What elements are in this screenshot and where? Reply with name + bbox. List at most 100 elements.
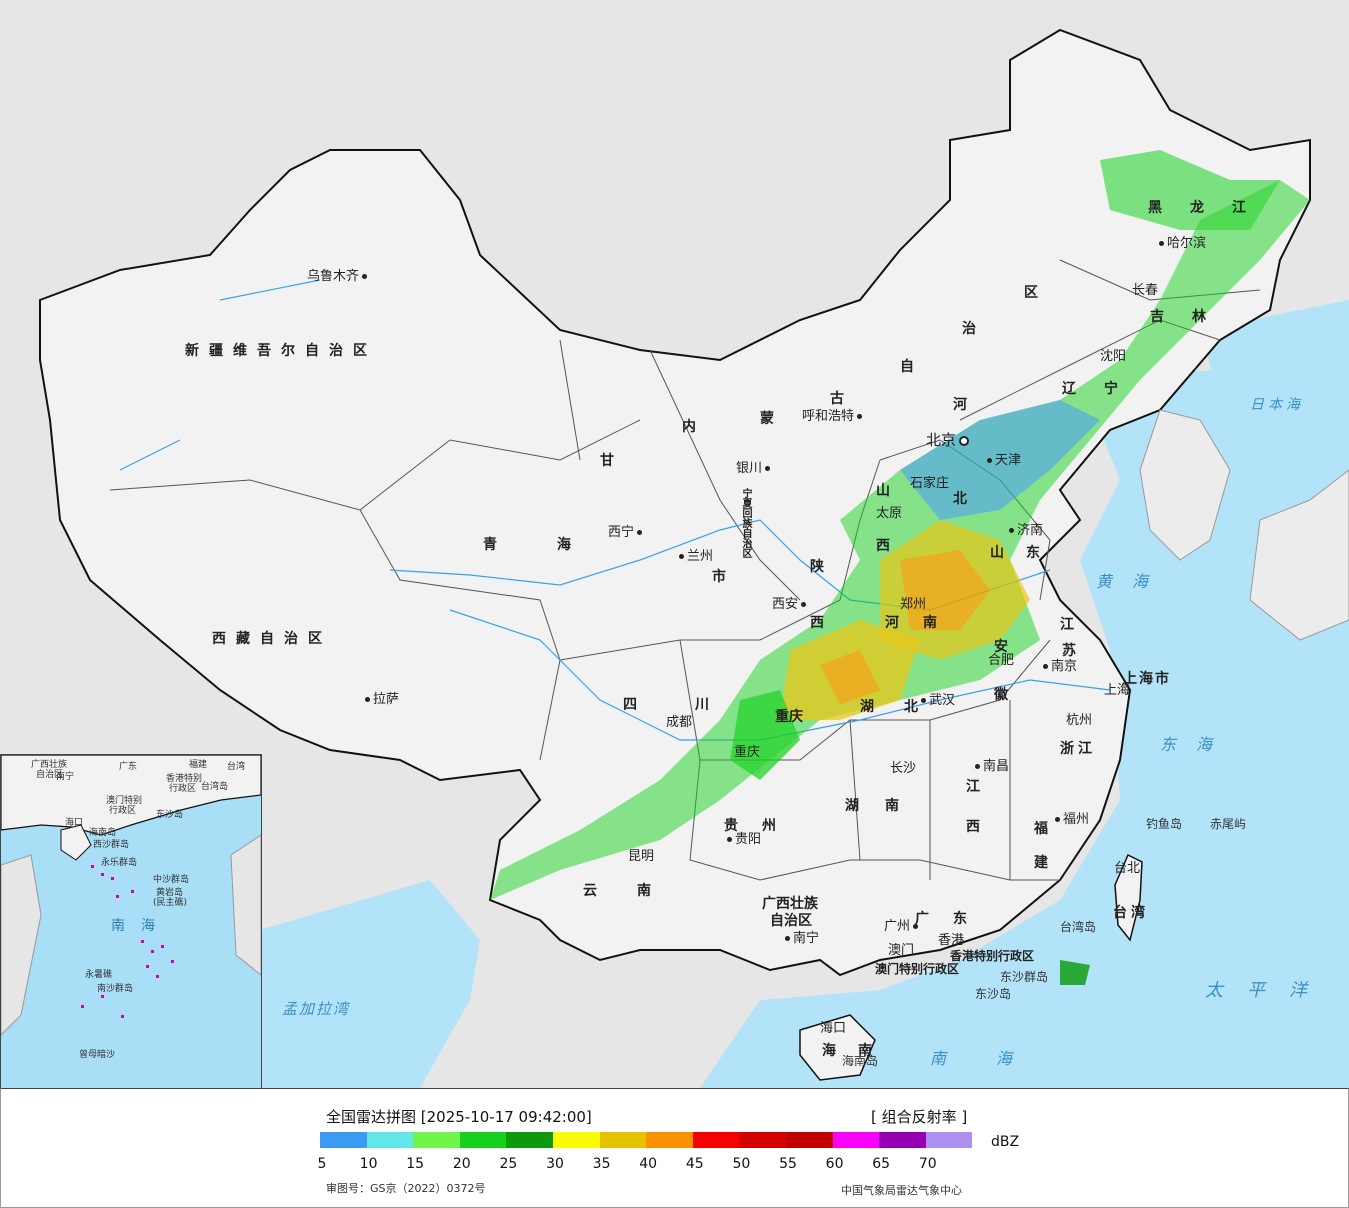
inset-label-hk-1: 香港特别 xyxy=(166,774,203,784)
sea-label-south: 南海 xyxy=(930,1049,1063,1068)
province-label-shanxi-1: 山 xyxy=(876,483,900,499)
province-label-neimenggu-5: 治 xyxy=(962,321,986,337)
city-nanning: 南宁 xyxy=(782,932,819,946)
province-label-hebei-1: 河 xyxy=(953,397,977,413)
province-label-macau: 澳门特别行政区 xyxy=(875,962,960,976)
province-label-fujian-2: 建 xyxy=(1034,855,1058,871)
city-macau: 澳门 xyxy=(888,943,915,958)
province-label-hongkong: 香港特别行政区 xyxy=(950,949,1035,963)
city-beijing: 北京 xyxy=(926,433,972,448)
province-label-shandong: 山东 xyxy=(990,545,1062,561)
province-label-xinjiang: 新疆维吾尔自治区 xyxy=(185,343,377,359)
city-shanghai: 上海 xyxy=(1104,683,1131,698)
inset-label-hainan: 海南岛 xyxy=(89,828,117,838)
city-chongqing: 重庆 xyxy=(734,745,761,760)
legend-tick-50: 50 xyxy=(732,1156,751,1172)
city-changsha: 长沙 xyxy=(890,761,917,776)
city-yinchuan: 银川 xyxy=(736,462,773,476)
hainan-island xyxy=(799,1014,876,1081)
city-tianjin: 天津 xyxy=(984,454,1021,468)
province-label-anhui-1: 安 xyxy=(994,639,1018,655)
city-jinan: 济南 xyxy=(1006,524,1043,538)
city-zhengzhou: 郑州 xyxy=(900,597,927,612)
province-label-shanxi-2: 西 xyxy=(876,538,900,554)
city-xian: 西安 xyxy=(772,598,809,612)
inset-label-yongshu: 永暑礁 xyxy=(85,970,113,980)
taiwan-island xyxy=(1114,853,1143,942)
legend-unit: dBZ xyxy=(991,1134,1020,1150)
inset-label-taiwan-island: 台湾岛 xyxy=(201,782,229,792)
inset-label-macau-2: 行政区 xyxy=(109,806,137,816)
legend-tick-15: 15 xyxy=(406,1156,425,1172)
legend-swatch-1 xyxy=(366,1132,414,1148)
inset-label-zizhiqu: 自治区 xyxy=(36,770,64,780)
legend-swatch-3 xyxy=(459,1132,507,1148)
inset-label-haikou: 海口 xyxy=(65,818,84,828)
province-label-shaanxi-1: 陕 xyxy=(810,559,834,575)
inset-label-yongle: 永乐群岛 xyxy=(101,858,138,868)
map-canvas xyxy=(39,28,1349,1088)
province-label-jiangsu-2: 苏 xyxy=(1062,643,1086,659)
province-label-hunan: 湖南 xyxy=(845,798,925,814)
legend-swatch-12 xyxy=(879,1132,926,1148)
legend-panel: 全国雷达拼图 [2025-10-17 09:42:00] [ 组合反射率 ] d… xyxy=(0,1088,1349,1208)
inset-label-guangxi: 广西壮族 xyxy=(31,760,68,770)
province-label-jiangsu-1: 江 xyxy=(1060,617,1084,633)
legend-tick-5: 5 xyxy=(317,1156,327,1172)
inset-label-taiwan: 台湾 xyxy=(227,762,246,772)
island-hainan: 海南岛 xyxy=(842,1054,879,1068)
city-kunming: 昆明 xyxy=(628,849,655,864)
province-label-guangxi-2: 自治区 xyxy=(770,913,812,929)
city-harbin: 哈尔滨 xyxy=(1156,237,1206,251)
island-dongsha: 东沙岛 xyxy=(975,987,1012,1001)
sea-label-yellow: 黄海 xyxy=(1096,572,1169,591)
city-hefei: 合肥 xyxy=(988,653,1015,668)
island-dongsha-group: 东沙群岛 xyxy=(1000,970,1049,984)
province-label-xizang: 西藏自治区 xyxy=(212,631,332,647)
legend-swatch-9 xyxy=(739,1132,786,1148)
province-label-guizhou: 贵州 xyxy=(724,818,800,834)
legend-tick-30: 30 xyxy=(546,1156,564,1172)
city-hohhot: 呼和浩特 xyxy=(802,410,865,424)
province-label-fujian-1: 福 xyxy=(1034,821,1058,837)
legend-swatch-11 xyxy=(832,1132,880,1148)
province-label-taiwan: 台湾 xyxy=(1113,905,1149,921)
legend-title: 全国雷达拼图 [2025-10-17 09:42:00] xyxy=(326,1108,592,1126)
legend-tick-70: 70 xyxy=(918,1156,937,1172)
legend-color-bar xyxy=(320,1132,973,1148)
province-label-jilin: 吉林 xyxy=(1150,309,1234,325)
province-label-hubei: 湖北 xyxy=(860,699,948,715)
inset-label-fujian: 福建 xyxy=(189,760,208,770)
island-diaoyu: 钓鱼岛 xyxy=(1146,817,1183,831)
legend-product: [ 组合反射率 ] xyxy=(871,1108,968,1126)
city-nanjing: 南京 xyxy=(1040,660,1077,674)
sea-label-pacific: 太平洋 xyxy=(1205,980,1331,1001)
city-changchun: 长春 xyxy=(1132,283,1159,298)
sea-of-japan-area xyxy=(1200,300,1349,480)
province-label-heilongjiang: 黑龙江 xyxy=(1148,200,1274,216)
city-hangzhou: 杭州 xyxy=(1066,713,1093,728)
inset-label-zhongsha: 中沙群岛 xyxy=(153,875,190,885)
city-xining: 西宁 xyxy=(608,526,645,540)
radar-echoes xyxy=(490,150,1310,985)
sea-label-bengal: 孟加拉湾 xyxy=(282,1000,351,1018)
province-label-neimenggu-1: 内 xyxy=(682,419,706,435)
legend-tick-45: 45 xyxy=(685,1156,704,1172)
inset-label-zengmu: 曾母暗沙 xyxy=(79,1050,116,1060)
province-label-anhui-2: 徽 xyxy=(994,687,1018,703)
legend-swatch-7 xyxy=(646,1132,693,1148)
city-hongkong: 香港 xyxy=(938,933,965,948)
legend-swatch-2 xyxy=(413,1132,460,1148)
city-urumqi: 乌鲁木齐 xyxy=(307,270,370,284)
province-label-sichuan: 四川 xyxy=(623,697,767,713)
city-haikou: 海口 xyxy=(820,1021,847,1036)
city-shijiazhuang: 石家庄 xyxy=(910,476,950,491)
province-label-guangdong: 广东 xyxy=(915,911,991,927)
province-label-ningxia: 宁夏回族自治区 xyxy=(740,488,751,558)
province-label-hainan: 海南 xyxy=(822,1043,894,1059)
province-label-shaanxi-2: 西 xyxy=(810,615,834,631)
city-taipei: 台北 xyxy=(1114,861,1141,876)
province-label-neimenggu-2: 蒙 xyxy=(760,411,784,427)
province-label-neimenggu-6: 区 xyxy=(1024,285,1048,301)
legend-tick-20: 20 xyxy=(452,1156,471,1172)
